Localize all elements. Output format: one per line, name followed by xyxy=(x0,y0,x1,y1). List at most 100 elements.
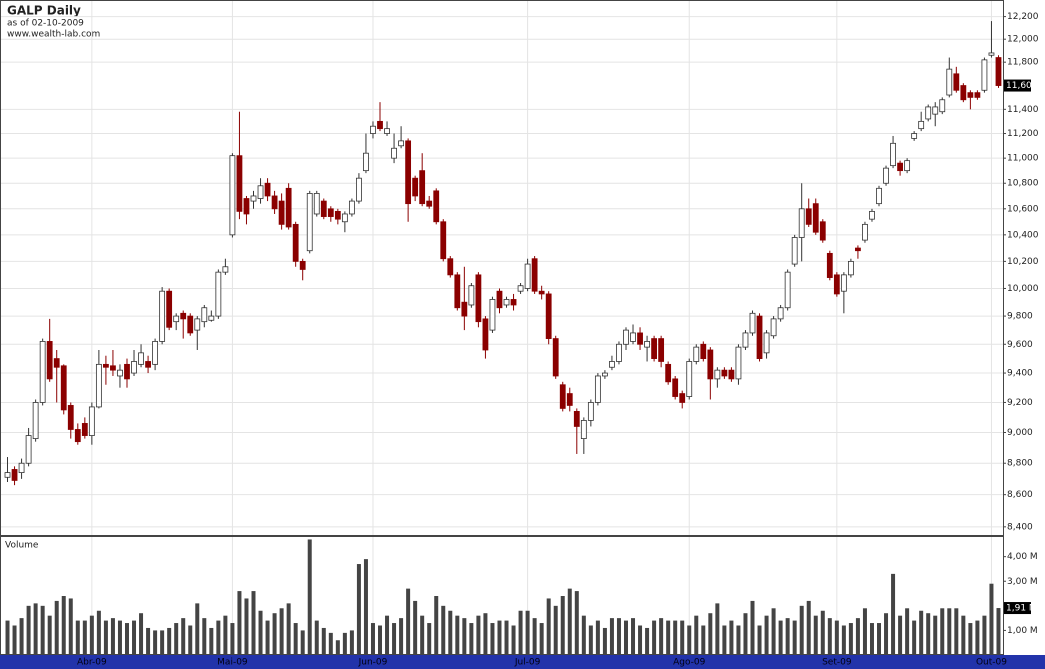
candle-body xyxy=(299,260,306,270)
volume-bar xyxy=(567,588,572,655)
candle-body xyxy=(559,384,566,409)
candle-body xyxy=(665,363,672,383)
volume-bar xyxy=(785,618,790,655)
candle-body xyxy=(904,160,911,172)
volume-bar xyxy=(117,620,122,655)
candle-body xyxy=(39,341,46,403)
volume-bar xyxy=(342,632,347,655)
volume-bar xyxy=(385,615,390,655)
volume-bar xyxy=(940,608,945,655)
volume-bar xyxy=(5,620,10,655)
x-tick-label: Abr-09 xyxy=(77,658,107,668)
candle-body xyxy=(278,200,285,225)
candle-body xyxy=(187,315,194,334)
volume-bar xyxy=(792,620,797,655)
y-tick-label: 10,200 xyxy=(1007,257,1039,267)
volume-bar xyxy=(103,620,108,655)
volume-bar xyxy=(778,620,783,655)
candle-body xyxy=(398,140,404,147)
candle-body xyxy=(616,343,622,362)
volume-bar xyxy=(12,625,17,655)
volume-bar xyxy=(827,618,832,655)
volume-bar xyxy=(279,608,284,655)
candle-body xyxy=(117,369,123,377)
candle-body xyxy=(960,85,967,101)
candle-body xyxy=(88,406,95,436)
y-tick-label: 1,00 M xyxy=(1007,626,1038,636)
candle-body xyxy=(770,318,777,337)
candle-body xyxy=(721,369,728,377)
candle-body xyxy=(784,271,791,309)
volume-bar xyxy=(659,618,664,655)
candle-body xyxy=(826,252,833,278)
volume-bar xyxy=(525,610,530,655)
last-value-label: 1,91 M xyxy=(1006,604,1037,614)
volume-bar xyxy=(631,618,636,655)
volume-bar xyxy=(33,603,38,655)
candle-body xyxy=(847,260,854,276)
candle-body xyxy=(651,338,658,359)
candle-body xyxy=(194,318,201,331)
candle-body xyxy=(637,332,643,345)
y-tick-label: 8,600 xyxy=(1007,490,1033,500)
candle-body xyxy=(103,363,109,368)
y-tick-label: 10,600 xyxy=(1007,204,1039,214)
candle-body xyxy=(461,301,468,317)
volume-bar xyxy=(933,615,938,655)
volume-bar xyxy=(286,603,291,655)
candle-body xyxy=(264,182,271,197)
volume-bar xyxy=(216,620,221,655)
volume-bar xyxy=(841,625,846,655)
volume-bar xyxy=(518,610,523,655)
volume-bar xyxy=(124,623,129,655)
candle-body xyxy=(53,358,60,368)
volume-bar xyxy=(539,623,544,655)
candle-body xyxy=(166,290,173,328)
candle-body xyxy=(412,177,419,197)
y-tick-label: 11,800 xyxy=(1007,58,1039,68)
x-tick-label: Jun-09 xyxy=(358,658,388,668)
volume-bar xyxy=(694,615,699,655)
y-tick-label: 9,200 xyxy=(1007,398,1033,408)
candle-body xyxy=(363,152,369,172)
volume-bar xyxy=(378,625,383,655)
candle-body xyxy=(250,195,257,202)
volume-bar xyxy=(237,591,242,655)
candle-body xyxy=(159,290,166,342)
volume-bar xyxy=(490,623,495,655)
volume-bar xyxy=(321,627,326,655)
volume-bar xyxy=(363,559,368,655)
candle-body xyxy=(630,332,636,342)
candle-body xyxy=(320,200,327,217)
candle-body xyxy=(370,125,376,134)
volume-bar xyxy=(40,605,45,655)
candle-body xyxy=(18,462,25,473)
volume-bar xyxy=(349,630,354,655)
volume-bar xyxy=(434,596,439,655)
candle-body xyxy=(377,120,383,130)
volume-bar xyxy=(335,640,340,655)
candle-body xyxy=(229,155,236,236)
candle-body xyxy=(384,128,390,134)
volume-bar xyxy=(799,605,804,655)
volume-bar xyxy=(258,610,263,655)
x-tick-label: Ago-09 xyxy=(673,658,706,668)
volume-bar xyxy=(708,613,713,655)
volume-bar xyxy=(743,613,748,655)
volume-bar xyxy=(328,632,333,655)
candle-body xyxy=(840,274,847,292)
volume-bar xyxy=(195,603,200,655)
candle-body xyxy=(538,290,545,295)
volume-bar xyxy=(736,625,741,655)
volume-bar xyxy=(750,600,755,655)
candle-body xyxy=(306,193,313,252)
volume-bar xyxy=(602,627,607,655)
candle-body xyxy=(433,190,440,223)
candle-body xyxy=(833,274,840,295)
volume-bar xyxy=(399,618,404,655)
volume-bar xyxy=(469,623,474,655)
volume-bar xyxy=(855,618,860,655)
candle-body xyxy=(742,332,749,348)
candle-body xyxy=(602,372,608,377)
